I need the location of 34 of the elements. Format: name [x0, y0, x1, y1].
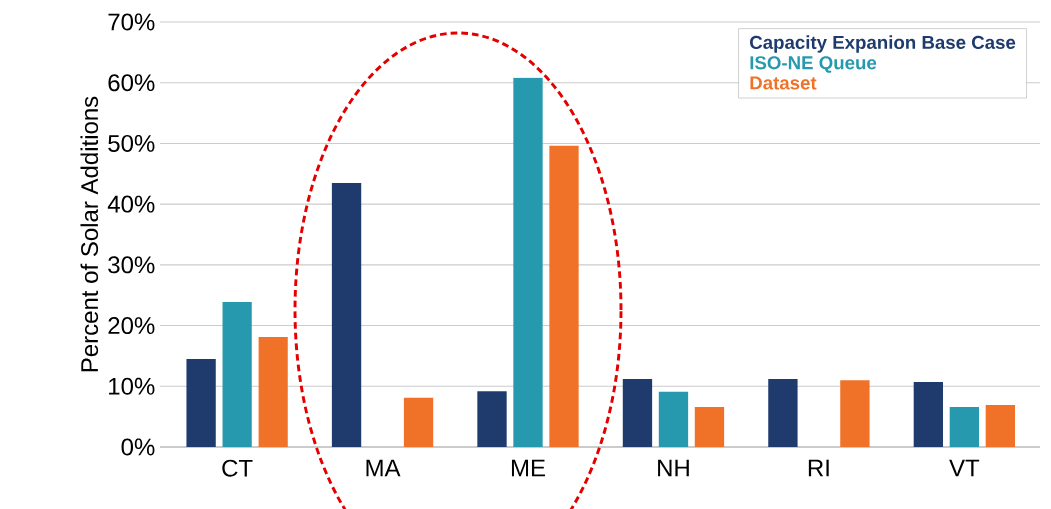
bar [331, 182, 362, 447]
y-tick-label: 10% [109, 377, 155, 395]
bar [403, 397, 434, 447]
x-tick-label: MA [366, 459, 401, 477]
bar [186, 358, 216, 447]
x-tick-label: CT [222, 459, 253, 477]
y-axis-title: Percent of Solar Additions [80, 96, 99, 372]
bar [913, 382, 944, 447]
text: Dataset [750, 76, 817, 90]
bar [622, 378, 653, 447]
bar [513, 77, 543, 447]
bar [694, 406, 725, 447]
y-tick-label: 40% [107, 195, 155, 213]
x-tick-label: NH [658, 459, 689, 477]
bar [768, 378, 798, 447]
y-tick-label: 70% [108, 13, 155, 31]
x-tick-label: VT [949, 459, 980, 477]
text: Capacity Expanion Base Case [750, 35, 1016, 53]
bar [658, 391, 689, 447]
y-tick-label: 20% [108, 317, 155, 335]
bar [222, 301, 252, 447]
y-tick-label: 30% [108, 256, 155, 274]
x-tick-label: ME [511, 459, 545, 477]
bar [840, 380, 870, 447]
y-tick-label: 0% [121, 438, 155, 456]
y-tick-label: 50% [108, 134, 155, 152]
text: ISO-NE Queue [750, 56, 877, 73]
y-tick-label: 60% [108, 74, 155, 92]
x-tick-label: RI [808, 459, 829, 477]
bar [949, 406, 980, 447]
bar [258, 337, 288, 447]
bar [985, 405, 1016, 447]
bar [549, 145, 579, 447]
bar [477, 391, 507, 447]
